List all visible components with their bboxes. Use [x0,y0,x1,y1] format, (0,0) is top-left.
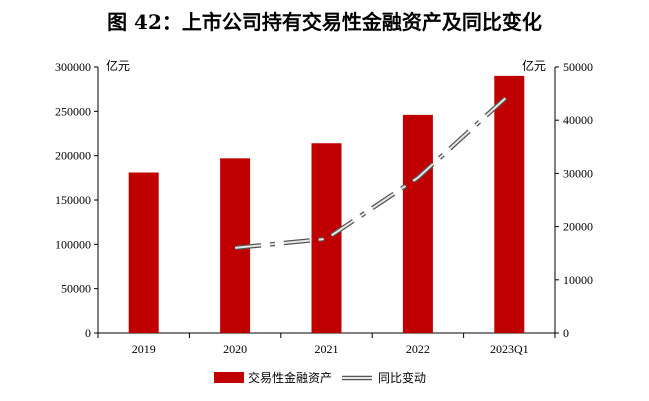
bar [128,172,159,333]
right-unit-label: 亿元 [522,58,546,73]
right-tick-label: 0 [563,326,569,340]
left-tick-label: 150000 [55,193,91,207]
x-tick-label: 2022 [406,342,430,356]
legend-bar-label: 交易性金融资产 [248,370,332,385]
bars [128,75,525,333]
left-tick-label: 100000 [55,237,91,251]
left-tick-label: 0 [85,326,91,340]
legend-bar-swatch [214,372,244,383]
x-tick-label: 2019 [132,342,156,356]
legend-line-label: 同比变动 [378,370,426,385]
legend: 交易性金融资产 同比变动 [214,370,426,385]
left-tick-label: 250000 [55,104,91,118]
x-tick-label: 2023Q1 [490,342,529,356]
right-tick-label: 20000 [563,220,593,234]
left-unit-label: 亿元 [106,58,130,73]
right-tick-label: 40000 [563,113,593,127]
x-tick-label: 2020 [223,342,247,356]
bar [311,143,342,333]
right-tick-label: 10000 [563,273,593,287]
x-tick-label: 2021 [315,342,339,356]
bar [494,75,525,333]
left-tick-label: 300000 [55,60,91,74]
left-tick-label: 200000 [55,149,91,163]
right-tick-label: 50000 [563,60,593,74]
bar [402,114,433,333]
change-line [234,93,511,251]
change-line-outline [234,93,511,251]
change-line-inner [235,93,510,249]
left-tick-label: 50000 [61,282,91,296]
chart-title: 图 42：上市公司持有交易性金融资产及同比变化 [107,10,542,34]
right-tick-label: 30000 [563,166,593,180]
axis-labels: 0 50000 100000 150000 200000 250000 300000 0 100… [55,58,593,356]
